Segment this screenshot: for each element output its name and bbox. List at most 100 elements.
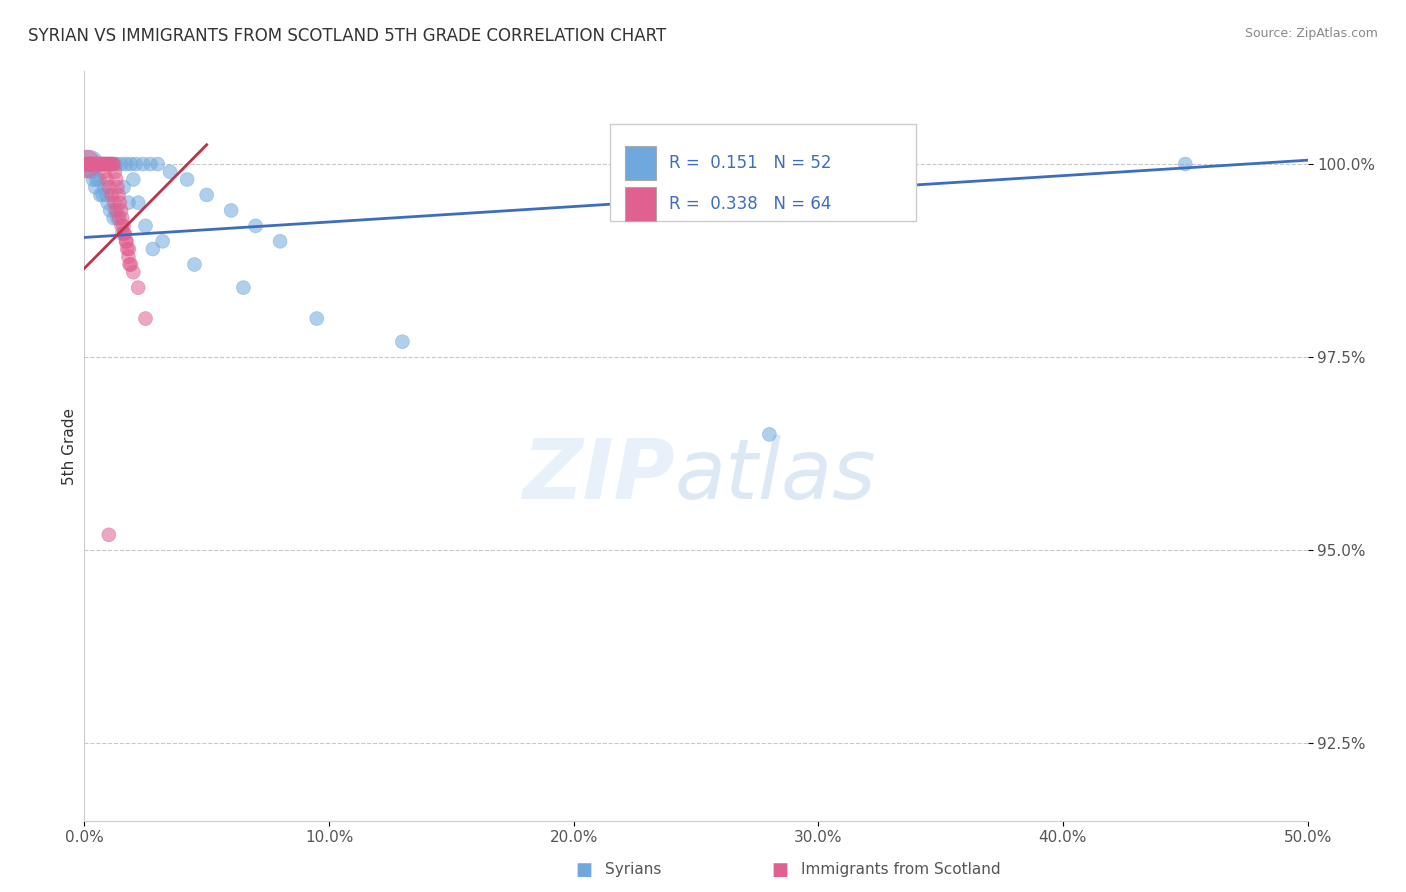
Point: [86, 157, 108, 171]
Point: [77, 157, 100, 171]
Point: [79, 157, 101, 171]
Point: [142, 242, 165, 256]
Point: [103, 157, 125, 171]
Point: [97, 157, 120, 171]
Point: [98, 203, 121, 218]
Text: Syrians: Syrians: [605, 863, 661, 877]
Point: [83, 157, 105, 171]
Point: [125, 157, 148, 171]
Point: [103, 195, 125, 210]
Point: [103, 211, 125, 226]
Text: SYRIAN VS IMMIGRANTS FROM SCOTLAND 5TH GRADE CORRELATION CHART: SYRIAN VS IMMIGRANTS FROM SCOTLAND 5TH G…: [28, 27, 666, 45]
Text: ZIP: ZIP: [522, 435, 675, 516]
Point: [104, 165, 127, 179]
Point: [101, 157, 124, 171]
Point: [159, 165, 181, 179]
Point: [75, 157, 97, 171]
Point: [93, 157, 115, 171]
Point: [108, 211, 131, 226]
Point: [82, 172, 104, 186]
Point: [120, 157, 142, 171]
Y-axis label: 5th Grade: 5th Grade: [62, 408, 77, 484]
Point: [83, 157, 105, 171]
Point: [110, 219, 132, 233]
Point: [90, 157, 112, 171]
Point: [93, 180, 115, 194]
Point: [91, 157, 114, 171]
Point: [135, 311, 157, 326]
Point: [114, 227, 136, 241]
Point: [91, 157, 114, 171]
Point: [110, 203, 132, 218]
Point: [94, 157, 117, 171]
Point: [98, 180, 121, 194]
Point: [112, 227, 135, 241]
Point: [183, 257, 205, 271]
Point: [111, 211, 134, 226]
Point: [80, 157, 103, 171]
Bar: [626, 186, 655, 220]
Point: [219, 203, 242, 218]
Point: [108, 195, 131, 210]
Point: [87, 172, 110, 186]
Point: [89, 157, 111, 171]
Point: [105, 203, 128, 218]
Point: [93, 165, 115, 179]
Point: [91, 188, 114, 202]
Point: [98, 157, 121, 171]
Point: [97, 195, 120, 210]
Point: [75, 157, 97, 171]
Point: [139, 157, 162, 171]
Point: [115, 235, 138, 249]
Point: [391, 334, 413, 349]
Point: [101, 157, 124, 171]
Point: [110, 157, 132, 171]
Point: [84, 180, 107, 194]
Point: [115, 235, 138, 249]
Point: [117, 250, 139, 264]
Point: [97, 528, 120, 542]
Point: [77, 157, 100, 171]
Point: [122, 265, 145, 279]
Point: [105, 211, 128, 226]
Point: [100, 188, 122, 202]
Point: [77, 157, 100, 171]
Point: [84, 157, 107, 171]
Point: [105, 180, 128, 194]
Point: [96, 157, 118, 171]
Point: [232, 280, 254, 294]
Point: [87, 157, 110, 171]
Point: [96, 172, 118, 186]
Point: [118, 242, 141, 256]
Point: [76, 157, 98, 171]
Point: [77, 157, 100, 171]
Text: ■: ■: [772, 861, 789, 879]
Point: [89, 188, 111, 202]
Point: [82, 157, 104, 171]
Point: [195, 188, 218, 202]
Point: [97, 157, 120, 171]
Text: R =  0.151   N = 52: R = 0.151 N = 52: [669, 153, 831, 172]
Point: [87, 157, 110, 171]
Point: [305, 311, 328, 326]
Point: [76, 157, 98, 171]
Bar: [626, 146, 655, 179]
Point: [105, 172, 128, 186]
Point: [115, 157, 138, 171]
Point: [269, 235, 291, 249]
Point: [107, 188, 129, 202]
Point: [90, 157, 112, 171]
Text: Immigrants from Scotland: Immigrants from Scotland: [801, 863, 1001, 877]
Point: [122, 172, 145, 186]
Point: [112, 180, 135, 194]
Point: [79, 157, 101, 171]
Point: [97, 157, 120, 171]
Point: [135, 219, 157, 233]
Point: [105, 157, 128, 171]
Point: [96, 188, 118, 202]
Point: [245, 219, 267, 233]
Text: Source: ZipAtlas.com: Source: ZipAtlas.com: [1244, 27, 1378, 40]
Point: [80, 157, 103, 171]
Point: [83, 157, 105, 171]
Point: [758, 427, 780, 442]
